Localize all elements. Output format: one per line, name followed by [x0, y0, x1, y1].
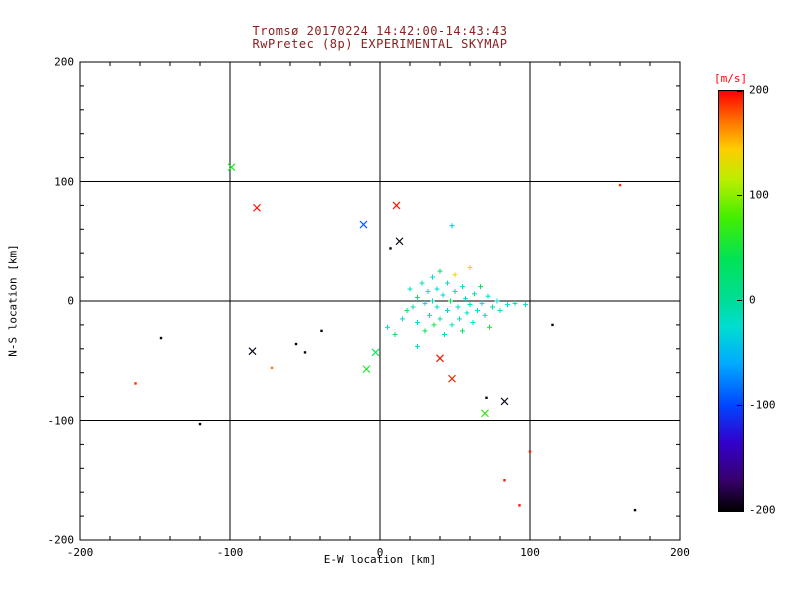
y-tick-label: 0 — [67, 294, 74, 308]
colorbar-tick-label: 0 — [749, 293, 756, 307]
colorbar-tick-mark — [737, 91, 742, 92]
colorbar-tick-mark — [737, 300, 742, 301]
x-tick-label: -100 — [216, 546, 244, 559]
colorbar-tick-mark — [737, 195, 742, 196]
colorbar-tick-mark — [737, 509, 742, 510]
plot-title-line1: Tromsø 20170224 14:42:00-14:43:43 — [252, 24, 508, 38]
colorbar-gradient — [718, 90, 744, 512]
y-tick-label: -200 — [47, 533, 75, 547]
x-tick-label: -200 — [66, 546, 94, 559]
colorbar-units-label: [m/s] — [714, 72, 748, 85]
x-tick-label: 200 — [670, 546, 690, 559]
colorbar-tick-label: 100 — [749, 188, 769, 202]
colorbar-tick-label: 200 — [749, 83, 769, 97]
plot-title-line2: RwPretec (8p) EXPERIMENTAL SKYMAP — [252, 37, 508, 51]
x-tick-label: 100 — [520, 546, 540, 559]
y-tick-label: 200 — [54, 55, 74, 69]
colorbar-tick-mark — [737, 405, 742, 406]
x-tick-label: 0 — [376, 546, 384, 559]
x-axis-title: E-W location [km] — [323, 553, 437, 566]
colorbar-tick-label: -200 — [749, 503, 776, 517]
colorbar-tick-label: -100 — [749, 398, 776, 412]
y-tick-label: 100 — [54, 175, 74, 188]
y-axis-title: N-S location [km] — [6, 244, 20, 357]
y-tick-label: -100 — [47, 414, 75, 427]
